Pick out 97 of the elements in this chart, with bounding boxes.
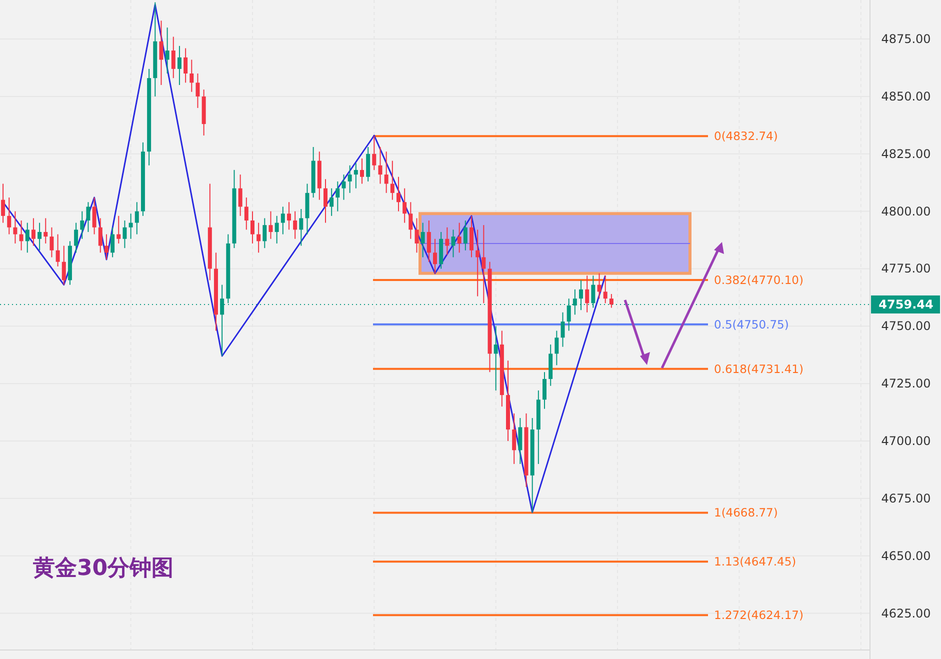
candlestick — [585, 275, 590, 313]
candlestick — [165, 27, 170, 74]
candlestick — [110, 226, 115, 258]
candlestick — [445, 226, 450, 256]
candlestick — [171, 36, 176, 79]
candlestick — [451, 229, 456, 258]
candlestick — [476, 229, 480, 297]
candlestick — [360, 158, 364, 184]
candlestick — [286, 202, 291, 230]
y-tick-label: 4775.00 — [881, 262, 931, 276]
candlestick — [470, 215, 474, 258]
ref-line-label: 1.272(4624.17) — [714, 608, 804, 622]
ref-line-label: 0.618(4731.41) — [714, 362, 804, 376]
y-tick-label: 4850.00 — [881, 89, 931, 104]
candlestick — [512, 412, 516, 464]
candlestick — [50, 226, 54, 258]
ref-line-label: 1.13(4647.45) — [714, 554, 796, 569]
annotation: 黄金30分钟图 — [32, 556, 174, 581]
y-tick-label: 4825.00 — [881, 146, 931, 161]
candlestick — [56, 234, 60, 267]
y-tick-label: 4800.00 — [881, 204, 931, 218]
ref-line-label: 0.382(4770.10) — [714, 272, 804, 287]
candlestick — [299, 208, 304, 246]
y-tick-label: 4750.00 — [881, 319, 931, 334]
ref-line-label: 4759.44 — [878, 297, 934, 312]
y-tick-label: 4650.00 — [881, 548, 931, 563]
candlestick — [542, 372, 547, 410]
candlestick — [384, 151, 388, 194]
candlestick — [336, 180, 340, 212]
candlestick — [177, 45, 182, 86]
candlestick — [262, 218, 267, 249]
candlestick — [433, 238, 437, 274]
candlestick — [396, 176, 400, 212]
candlestick — [92, 197, 96, 235]
candlestick — [603, 275, 608, 304]
candlestick — [244, 197, 248, 230]
candlestick — [609, 293, 614, 308]
candlestick — [457, 222, 462, 254]
candlestick — [250, 210, 254, 244]
candlestick — [414, 218, 419, 254]
candlestick — [482, 224, 486, 304]
candlestick — [98, 218, 102, 254]
candlestick — [38, 222, 42, 251]
candlestick — [134, 202, 139, 235]
candlestick — [256, 222, 261, 254]
candlestick — [31, 218, 36, 246]
y-tick-label: 4725.00 — [881, 376, 931, 391]
candlestick — [44, 218, 48, 244]
candlestick — [238, 174, 242, 216]
candlestick — [62, 245, 66, 286]
candlestick — [560, 312, 565, 348]
y-tick-label: 4875.00 — [881, 32, 931, 46]
candlestick — [378, 146, 382, 184]
candlestick — [80, 210, 84, 240]
candlestick — [402, 188, 407, 224]
candlestick — [366, 146, 370, 182]
candlestick — [184, 48, 188, 84]
candlestick — [554, 330, 559, 366]
y-tick-label: 4700.00 — [881, 434, 931, 448]
candlestick — [25, 222, 30, 254]
y-tick-label: 4625.00 — [881, 606, 931, 620]
line-series — [2, 4, 606, 513]
candlestick — [390, 160, 394, 200]
candlestick — [518, 418, 522, 464]
candlestick — [348, 164, 352, 194]
ref-line-label: 0(4832.74) — [714, 129, 778, 144]
candlestick — [420, 222, 425, 258]
ref-line-label: 0.5(4750.75) — [714, 317, 789, 332]
candlestick — [122, 220, 127, 249]
candlestick — [1, 183, 6, 224]
candlestick — [190, 59, 194, 92]
candlestick — [494, 326, 498, 391]
candlestick — [116, 215, 121, 244]
candlestick — [323, 178, 328, 224]
candlestick — [426, 220, 431, 262]
candlestick — [104, 234, 108, 260]
candlestick — [74, 222, 78, 254]
y-tick-label: 4675.00 — [881, 491, 931, 506]
candlestick — [274, 215, 279, 244]
candlestick — [86, 202, 90, 232]
candlestick — [159, 20, 164, 86]
candlestick — [268, 210, 273, 240]
candlestick — [293, 210, 298, 240]
candlestick — [330, 188, 334, 216]
candlestick — [19, 220, 24, 251]
candlestick — [7, 197, 12, 235]
ref-line-label: 1(4668.77) — [714, 506, 778, 520]
candlestick — [372, 136, 376, 170]
candlestick — [280, 206, 285, 235]
candlestick — [342, 174, 346, 200]
candlestick — [408, 202, 413, 240]
candlestick — [196, 73, 200, 108]
candlestick — [128, 213, 133, 240]
candlestick — [354, 162, 358, 189]
candlestick — [463, 220, 468, 251]
candlestick — [13, 210, 18, 244]
candlestick — [597, 272, 602, 300]
